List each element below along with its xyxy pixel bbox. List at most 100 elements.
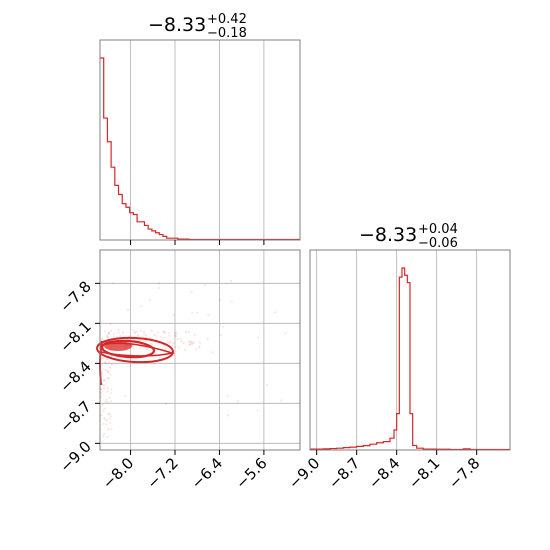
scatter-point [100, 357, 104, 360]
scatter-point [230, 300, 233, 303]
scatter-point [100, 392, 103, 395]
scatter-point [106, 401, 109, 404]
scatter-point [100, 337, 104, 341]
scatter-point [141, 339, 144, 342]
scatter-point [113, 335, 116, 338]
scatter-point [171, 342, 174, 346]
scatter-point [107, 412, 110, 415]
scatter-point [139, 329, 143, 332]
scatter-point [162, 330, 165, 333]
scatter-point [100, 370, 104, 374]
scatter-point [110, 363, 113, 366]
contour-outer [96, 336, 174, 364]
scatter-point [108, 361, 111, 364]
scatter-point [136, 335, 139, 338]
contour-middle [100, 339, 156, 359]
hist-y-tick-label: −9.0 [285, 454, 323, 492]
scatter-point [109, 329, 113, 333]
scatter-point [168, 334, 171, 337]
scatter-point [102, 422, 105, 425]
scatter-y-tick-label: −9.0 [56, 437, 94, 475]
scatter-y-tick-label: −8.4 [56, 357, 94, 395]
hist-x-ticks [130, 240, 265, 245]
hist-x-median: −8.33 [148, 14, 206, 36]
scatter-point [162, 330, 166, 334]
scatter-point [107, 428, 110, 431]
scatter-point [106, 370, 109, 373]
scatter-point [189, 343, 192, 346]
scatter-point [124, 394, 127, 397]
scatter-point [106, 334, 109, 337]
scatter-point [226, 414, 229, 417]
scatter-point [191, 311, 194, 314]
scatter-point [207, 313, 210, 316]
scatter-point [145, 339, 148, 343]
scatter-point [132, 329, 135, 332]
scatter-point [149, 299, 152, 302]
hist-x-grid [130, 40, 265, 240]
scatter-x-tick-label: −8.0 [99, 454, 137, 492]
scatter-point [107, 331, 110, 334]
scatter-point [157, 282, 160, 285]
scatter-point [183, 348, 186, 351]
scatter-point [191, 342, 194, 345]
scatter-point [204, 283, 207, 286]
scatter-point [106, 387, 109, 390]
scatter-point [111, 282, 114, 285]
scatter-point [109, 400, 113, 403]
scatter-point [142, 339, 145, 343]
scatter-point [106, 435, 109, 439]
scatter-x-tick-label: −6.4 [188, 454, 226, 492]
scatter-point [197, 346, 200, 349]
scatter-point [274, 311, 277, 314]
scatter-point [103, 418, 106, 421]
scatter-point [236, 400, 239, 403]
scatter-point [188, 340, 191, 343]
scatter-point [110, 392, 113, 395]
scatter-point [159, 335, 163, 338]
scatter-point [179, 337, 182, 340]
scatter-x-tick-label: −7.2 [143, 454, 181, 492]
scatter-point [185, 330, 188, 333]
scatter-point [132, 347, 135, 350]
scatter-y-tick-label: −7.8 [56, 277, 94, 315]
scatter-point [103, 386, 106, 390]
scatter-point [152, 333, 156, 336]
hist-y-tick-labels: −9.0 −8.7 −8.4 −8.1 −7.8 [285, 454, 483, 492]
scatter-point [188, 340, 191, 343]
scatter-x-ticks: −8.0 −7.2 −6.4 −5.6 [99, 450, 271, 493]
scatter-point [157, 331, 160, 334]
scatter-point [219, 334, 222, 337]
scatter-point [192, 341, 196, 344]
scatter-point [174, 334, 177, 337]
scatter-point [105, 358, 108, 361]
scatter-point [174, 335, 178, 338]
scatter-point [104, 368, 107, 372]
scatter-point [100, 414, 103, 417]
scatter-point [109, 366, 112, 369]
scatter-point [226, 395, 229, 398]
hist-y-lower: −0.06 [418, 236, 458, 251]
scatter-point [104, 361, 107, 364]
scatter-point [106, 357, 109, 360]
scatter-point [105, 423, 108, 426]
scatter-point [193, 333, 196, 336]
scatter-point [103, 383, 106, 386]
scatter-point [103, 433, 106, 436]
hist-x-panel: −8.33 +0.42 −0.18 [99, 12, 301, 245]
scatter-point [107, 371, 110, 374]
scatter-point [166, 340, 169, 343]
scatter-point [144, 334, 147, 337]
scatter-point [190, 340, 193, 343]
contour-arm [100, 342, 176, 357]
hist-y-tick-label: −8.1 [405, 454, 443, 492]
scatter-point [177, 346, 180, 349]
scatter-point [107, 377, 110, 380]
hist-y-grid [316, 250, 478, 450]
scatter-point [104, 400, 107, 404]
hist-y-steps [310, 267, 510, 451]
scatter-point [150, 343, 153, 346]
scatter-point [190, 291, 193, 294]
scatter-panel: −8.0 −7.2 −6.4 −5.6 −7.8−8.1−8.4−8.7−9.0 [56, 249, 301, 493]
scatter-point [110, 388, 113, 391]
